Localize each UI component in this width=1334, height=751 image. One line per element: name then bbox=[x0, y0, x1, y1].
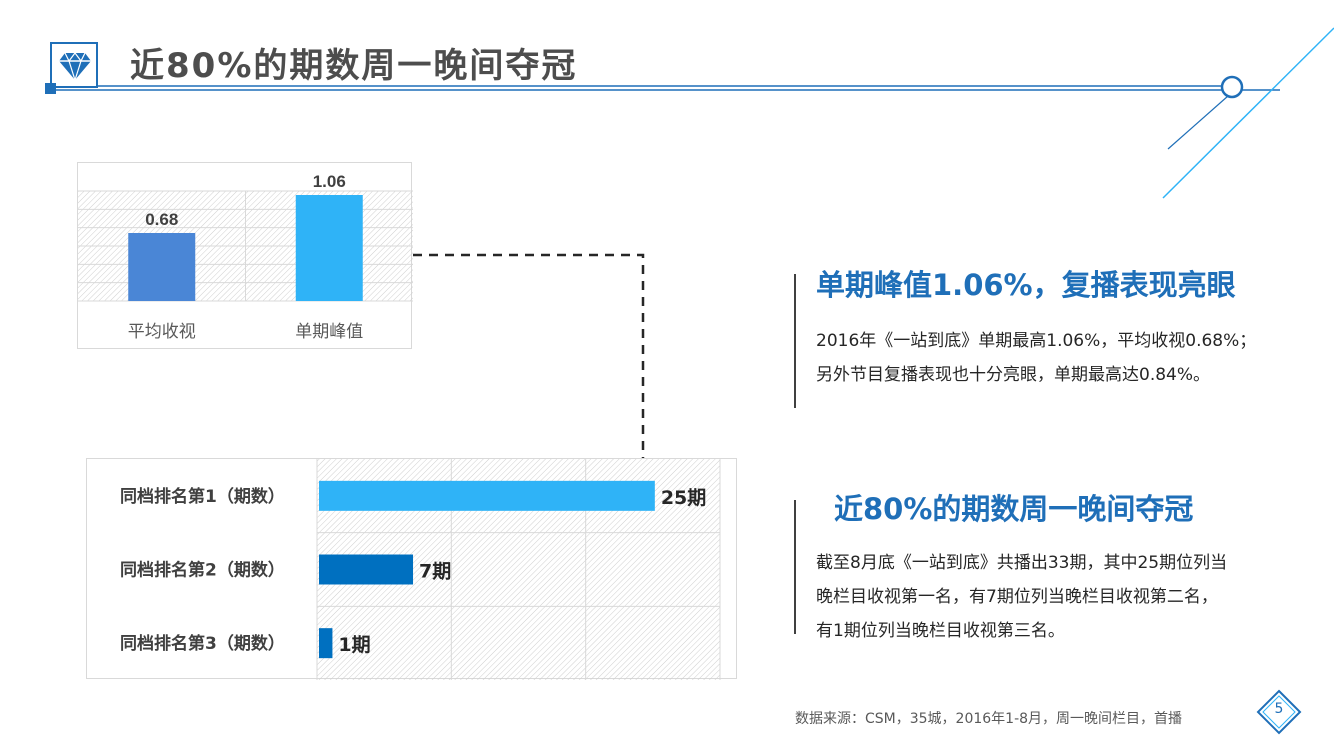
diag-line-long bbox=[1162, 27, 1334, 199]
rating-bar-chart: 0.68 平均收视 1.06 单期峰值 bbox=[77, 162, 413, 349]
rank-bar-chart: 25期 同档排名第1（期数） 7期 同档排名第2（期数） 1期 同档排名第3（期数） bbox=[86, 458, 737, 680]
block1-line-1: 2016年《一站到底》单期最高1.06%，平均收视0.68%； bbox=[816, 331, 1257, 351]
block2-line-3: 有1期位列当晚栏目收视第三名。 bbox=[816, 621, 1065, 641]
bar bbox=[295, 195, 363, 301]
category-label: 同档排名第3（期数） bbox=[120, 633, 285, 654]
block2-heading: 近80%的期数周一晚间夺冠 bbox=[834, 492, 1194, 526]
bar bbox=[128, 233, 196, 301]
block1-divider bbox=[794, 274, 796, 408]
bar bbox=[319, 554, 414, 585]
rank-bar-chart-svg: 25期 同档排名第1（期数） 7期 同档排名第2（期数） 1期 同档排名第3（期数） bbox=[120, 459, 721, 680]
rating-bar-chart-svg: 0.68 平均收视 1.06 单期峰值 bbox=[78, 172, 413, 342]
category-label: 平均收视 bbox=[128, 322, 196, 342]
block2-divider bbox=[794, 500, 796, 634]
category-label: 同档排名第2（期数） bbox=[120, 560, 285, 581]
data-label: 0.68 bbox=[145, 210, 178, 229]
data-label: 25期 bbox=[661, 487, 706, 509]
diag-line-short bbox=[1167, 95, 1229, 150]
dashed-connector bbox=[413, 253, 645, 458]
bar bbox=[319, 628, 333, 659]
page-title: 近80%的期数周一晚间夺冠 bbox=[130, 46, 578, 86]
block1-heading: 单期峰值1.06%，复播表现亮眼 bbox=[816, 268, 1236, 302]
logo-badge bbox=[50, 42, 98, 88]
page-number-badge: 5 bbox=[1255, 688, 1303, 736]
header-square-marker bbox=[45, 83, 56, 94]
page-number: 5 bbox=[1274, 701, 1284, 717]
block1-line-2: 另外节目复播表现也十分亮眼，单期最高达0.84%。 bbox=[816, 365, 1211, 385]
block2-line-1: 截至8月底《一站到底》共播出33期，其中25期位列当 bbox=[816, 553, 1228, 573]
page-diamond-icon bbox=[1256, 689, 1302, 735]
header-ring bbox=[1220, 75, 1244, 99]
category-label: 单期峰值 bbox=[295, 322, 363, 342]
diamond-icon bbox=[59, 52, 91, 82]
block1-text: 2016年《一站到底》单期最高1.06%，平均收视0.68%； 另外节目复播表现… bbox=[816, 324, 1256, 392]
source-note: 数据来源：CSM，35城，2016年1-8月，周一晚间栏目，首播 bbox=[795, 711, 1183, 727]
category-label: 同档排名第1（期数） bbox=[120, 486, 285, 507]
data-label: 1.06 bbox=[313, 172, 346, 191]
block2-line-2: 晚栏目收视第一名，有7期位列当晚栏目收视第二名， bbox=[816, 587, 1218, 607]
block2-text: 截至8月底《一站到底》共播出33期，其中25期位列当 晚栏目收视第一名，有7期位… bbox=[816, 546, 1227, 648]
bar bbox=[319, 480, 655, 511]
data-label: 1期 bbox=[338, 634, 370, 656]
data-label: 7期 bbox=[419, 561, 451, 583]
